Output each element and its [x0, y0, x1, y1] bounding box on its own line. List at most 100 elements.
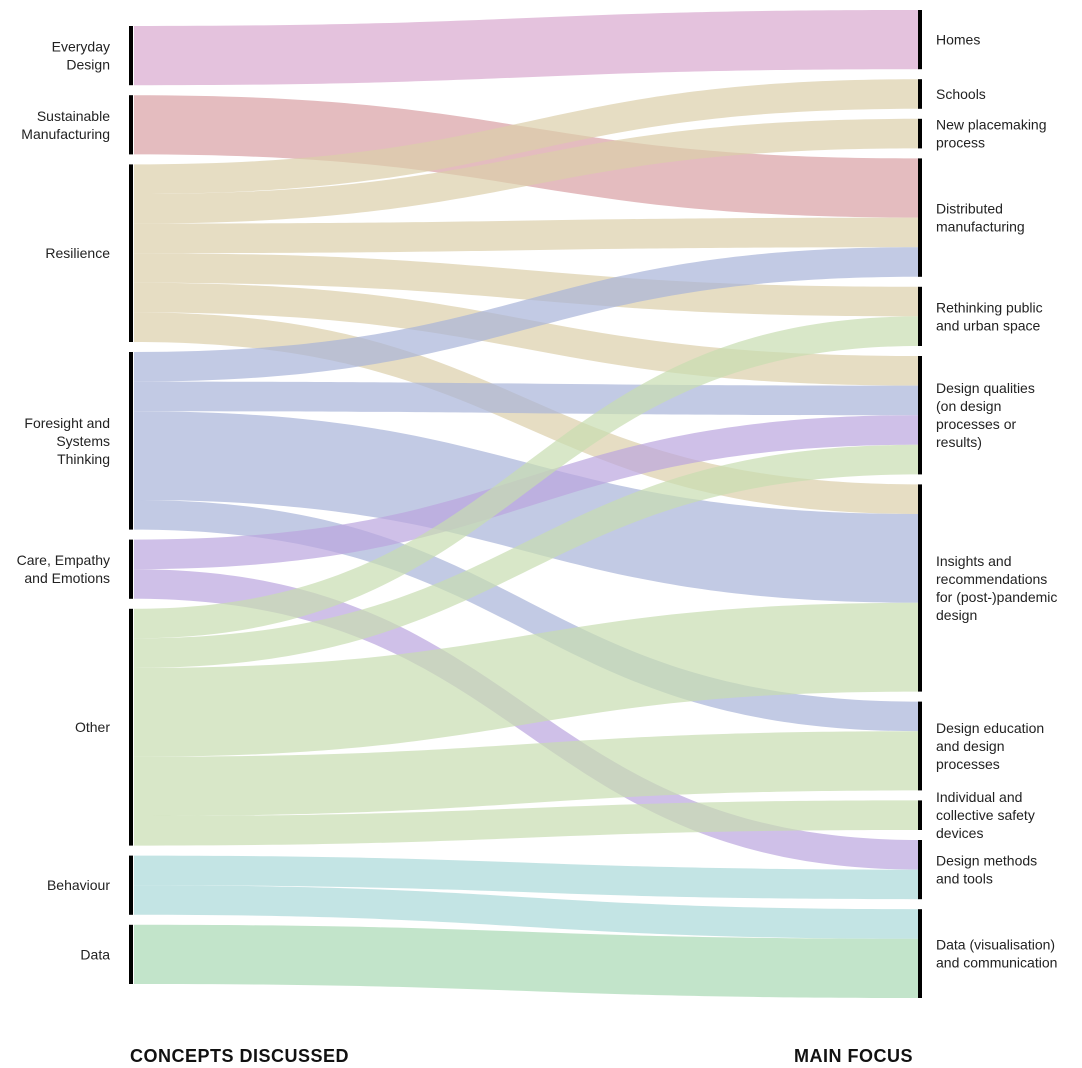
right-node-label-line: manufacturing	[936, 219, 1025, 235]
right-node-bar-design-qualities	[918, 356, 922, 475]
flow-behaviour-to-data-visualisation-and-communication	[134, 885, 919, 939]
right-node-label-schools: Schools	[936, 86, 986, 102]
flow-other-to-rethinking-public-and-urban-space	[134, 316, 919, 639]
right-node-label-line: Design qualities	[936, 380, 1035, 396]
nodes-layer	[129, 10, 922, 998]
left-node-label-line: Behaviour	[47, 877, 110, 893]
left-node-bar-care-empathy-and-emotions	[129, 539, 133, 599]
right-node-label-line: processes or	[936, 416, 1016, 432]
left-node-label-line: Resilience	[45, 245, 110, 261]
right-node-bar-rethinking-public-and-urban-space	[918, 286, 922, 346]
right-node-label-line: Rethinking public	[936, 299, 1043, 315]
left-node-bar-foresight-and-systems-thinking	[129, 352, 133, 530]
right-node-bar-insights-and-recommendations	[918, 484, 922, 692]
left-node-label-everyday-design: Everyday Design	[52, 39, 110, 73]
flow-data-to-data-visualisation-and-communication	[134, 924, 919, 998]
right-node-bar-new-placemaking-process	[918, 118, 922, 149]
right-node-bar-schools	[918, 79, 922, 109]
right-node-label-line: Design methods	[936, 853, 1037, 869]
right-node-label-line: collective safety	[936, 807, 1035, 823]
right-node-label-data-visualisation-and-communication: Data (visualisation) and communication	[936, 937, 1057, 971]
left-node-label-sustainable-manufacturing: Sustainable Manufacturing	[21, 108, 110, 142]
right-node-label-line: design	[936, 607, 977, 623]
right-node-label-line: Design education	[936, 720, 1044, 736]
left-node-label-line: Foresight and	[24, 415, 110, 431]
flow-foresight-and-systems-thinking-to-design-education-and-design-processes	[134, 500, 919, 732]
right-node-label-line: processes	[936, 756, 1000, 772]
flows-layer	[134, 10, 919, 998]
left-node-label-line: Manufacturing	[21, 126, 110, 142]
right-node-label-line: and tools	[936, 871, 993, 887]
right-node-label-line: results)	[936, 434, 982, 450]
right-node-label-line: Individual and	[936, 789, 1022, 805]
right-node-bar-homes	[918, 10, 922, 70]
left-node-label-resilience: Resilience	[45, 245, 110, 261]
labels-layer: Everyday Design Sustainable Manufacturing Re…	[17, 32, 1058, 971]
right-node-bar-design-methods-and-tools	[918, 840, 922, 900]
left-node-bar-sustainable-manufacturing	[129, 95, 133, 155]
left-node-label-data: Data	[80, 946, 110, 962]
flow-behaviour-to-design-methods-and-tools	[134, 855, 919, 900]
right-node-bar-data-visualisation-and-communication	[918, 909, 922, 998]
left-node-label-line: and Emotions	[24, 570, 110, 586]
flow-other-to-individual-and-collective-safety-devices	[134, 800, 919, 846]
flow-resilience-to-new-placemaking-process	[134, 118, 919, 224]
right-node-label-line: Distributed	[936, 201, 1003, 217]
left-node-bar-data	[129, 924, 133, 984]
left-node-label-care-empathy-and-emotions: Care, Empathy and Emotions	[17, 552, 110, 586]
right-node-label-line: Homes	[936, 32, 980, 48]
left-node-label-line: Thinking	[57, 451, 110, 467]
flow-everyday-design-to-homes	[134, 10, 919, 86]
flow-other-to-design-qualities	[134, 444, 919, 668]
flow-other-to-design-education-and-design-processes	[134, 731, 919, 816]
left-node-bar-other	[129, 608, 133, 846]
right-node-label-line: and communication	[936, 955, 1057, 971]
left-node-bar-behaviour	[129, 855, 133, 915]
right-node-label-line: and design	[936, 738, 1005, 754]
flow-resilience-to-rethinking-public-and-urban-space	[134, 253, 919, 317]
flow-foresight-and-systems-thinking-to-design-qualities	[134, 381, 919, 416]
left-node-label-line: Systems	[56, 433, 110, 449]
right-node-label-design-education-and-design-processes: Design education and design processes	[936, 720, 1044, 772]
flow-resilience-to-schools	[134, 79, 919, 194]
left-node-label-line: Data	[80, 946, 110, 962]
left-node-label-line: Sustainable	[37, 108, 110, 124]
left-node-label-foresight-and-systems-thinking: Foresight and Systems Thinking	[24, 415, 110, 467]
flow-foresight-and-systems-thinking-to-distributed-manufacturing	[134, 247, 919, 382]
right-node-label-line: Data (visualisation)	[936, 937, 1055, 953]
right-axis-title: MAIN FOCUS	[794, 1046, 913, 1066]
sankey-diagram: Everyday Design Sustainable Manufacturing Re…	[17, 10, 1058, 998]
right-node-label-line: process	[936, 135, 985, 151]
left-node-label-line: Care, Empathy	[17, 552, 110, 568]
right-node-label-homes: Homes	[936, 32, 980, 48]
right-node-label-line: for (post-)pandemic	[936, 589, 1057, 605]
right-node-label-line: New placemaking	[936, 117, 1047, 133]
flow-resilience-to-distributed-manufacturing	[134, 217, 919, 254]
right-node-label-rethinking-public-and-urban-space: Rethinking public and urban space	[936, 299, 1043, 333]
flow-other-to-insights-and-recommendations	[134, 602, 919, 757]
right-node-label-line: Insights and	[936, 553, 1012, 569]
right-node-label-design-methods-and-tools: Design methods and tools	[936, 853, 1037, 887]
right-node-bar-design-education-and-design-processes	[918, 701, 922, 791]
right-node-label-new-placemaking-process: New placemaking process	[936, 117, 1047, 151]
right-node-label-line: (on design	[936, 398, 1001, 414]
right-node-label-individual-and-collective-safety-devices: Individual and collective safety devices	[936, 789, 1035, 841]
left-node-label-line: Design	[66, 57, 110, 73]
left-node-label-line: Everyday	[52, 39, 110, 55]
right-node-label-line: Schools	[936, 86, 986, 102]
right-node-bar-distributed-manufacturing	[918, 158, 922, 277]
left-node-label-behaviour: Behaviour	[47, 877, 110, 893]
right-node-label-line: devices	[936, 825, 983, 841]
right-node-label-line: recommendations	[936, 571, 1047, 587]
left-axis-title: CONCEPTS DISCUSSED	[130, 1046, 350, 1066]
left-node-label-other: Other	[75, 719, 110, 735]
right-node-label-design-qualities: Design qualities (on design processes or re…	[936, 380, 1035, 450]
flow-sustainable-manufacturing-to-distributed-manufacturing	[134, 95, 919, 218]
right-node-label-distributed-manufacturing: Distributed manufacturing	[936, 201, 1025, 235]
left-node-bar-resilience	[129, 164, 133, 342]
left-node-bar-everyday-design	[129, 26, 133, 86]
right-node-bar-individual-and-collective-safety-devices	[918, 800, 922, 830]
left-node-label-line: Other	[75, 719, 110, 735]
right-node-label-insights-and-recommendations: Insights and recommendations for (post-)pa…	[936, 553, 1057, 623]
right-node-label-line: and urban space	[936, 317, 1041, 333]
